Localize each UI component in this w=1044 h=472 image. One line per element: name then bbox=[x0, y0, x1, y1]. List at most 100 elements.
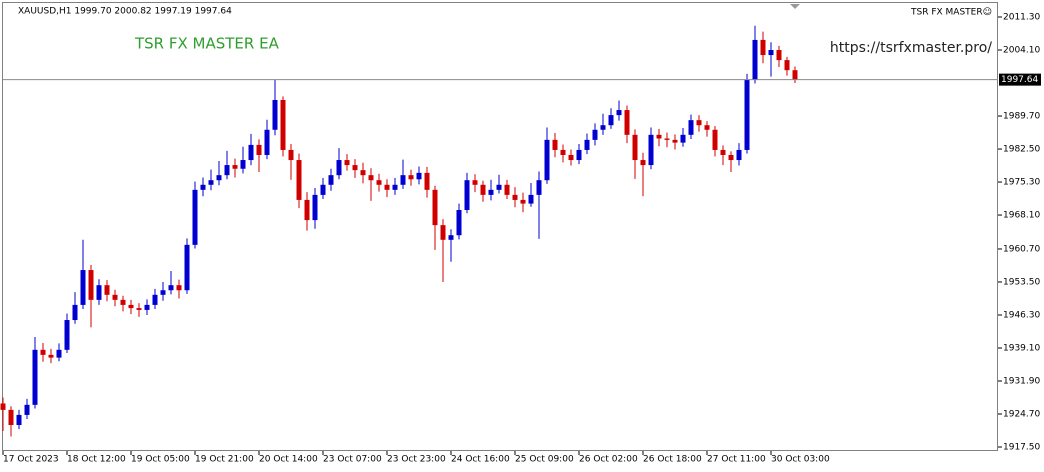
y-tick-label: 1989.70 bbox=[1003, 112, 1040, 122]
candle-body bbox=[360, 170, 366, 176]
candle-body bbox=[400, 175, 406, 185]
candle-body bbox=[280, 99, 286, 150]
y-tick-label: 1939.10 bbox=[1003, 343, 1040, 353]
candle-body bbox=[392, 184, 398, 190]
candle-body bbox=[496, 184, 502, 190]
candle-body bbox=[416, 172, 422, 180]
y-tick-label: 1982.50 bbox=[1003, 145, 1040, 155]
candle-body bbox=[536, 180, 542, 195]
candle-body bbox=[512, 194, 518, 200]
candle-body bbox=[304, 199, 310, 221]
x-tick-label: 27 Oct 11:00 bbox=[707, 455, 766, 465]
candle-body bbox=[8, 409, 14, 426]
candle-body bbox=[592, 129, 598, 140]
candle-body bbox=[296, 160, 302, 200]
candle-body bbox=[376, 180, 382, 185]
candle-body bbox=[752, 39, 758, 80]
candle-body bbox=[16, 414, 22, 426]
candle-body bbox=[312, 194, 318, 221]
candle-body bbox=[176, 285, 182, 291]
candle-body bbox=[352, 165, 358, 171]
candle-body bbox=[112, 294, 118, 300]
candle-body bbox=[528, 194, 534, 204]
candle-body bbox=[704, 125, 710, 130]
candle-body bbox=[784, 60, 790, 71]
candle-body bbox=[688, 120, 694, 135]
candle-body bbox=[408, 175, 414, 180]
y-tick-label: 1975.30 bbox=[1003, 178, 1040, 188]
candle-body bbox=[40, 349, 46, 355]
y-tick-label: 1960.70 bbox=[1003, 244, 1040, 254]
candle-body bbox=[208, 180, 214, 185]
candle-body bbox=[248, 144, 254, 161]
candle-body bbox=[472, 180, 478, 185]
candle-body bbox=[432, 189, 438, 226]
candle-body bbox=[544, 139, 550, 181]
symbol-info: XAUUSD,H1 1999.70 2000.82 1997.19 1997.6… bbox=[18, 7, 232, 17]
plot-frame bbox=[2, 2, 998, 451]
candle-body bbox=[152, 294, 158, 305]
candle-body bbox=[520, 199, 526, 204]
candle-body bbox=[232, 165, 238, 169]
y-tick-label: 1953.50 bbox=[1003, 277, 1040, 287]
candle-body bbox=[96, 285, 102, 300]
watermark: TSR FX MASTER EA bbox=[134, 35, 280, 53]
candle-body bbox=[464, 180, 470, 211]
candle-body bbox=[88, 270, 94, 300]
y-tick-label: 1924.70 bbox=[1003, 410, 1040, 420]
candle-body bbox=[104, 285, 110, 295]
candle-body bbox=[192, 189, 198, 245]
candle-body bbox=[672, 139, 678, 143]
candle-body bbox=[336, 160, 342, 176]
x-tick-label: 25 Oct 09:00 bbox=[515, 455, 574, 465]
candle-body bbox=[120, 299, 126, 305]
shift-marker bbox=[790, 4, 800, 9]
candle-body bbox=[136, 308, 142, 310]
url: https://tsrfxmaster.pro/ bbox=[830, 40, 992, 56]
candle-body bbox=[632, 134, 638, 161]
candle-body bbox=[56, 349, 62, 358]
candle-body bbox=[728, 154, 734, 161]
y-tick-label: 1968.10 bbox=[1003, 211, 1040, 221]
candle-body bbox=[480, 184, 486, 195]
candle-body bbox=[720, 149, 726, 155]
x-tick-label: 30 Oct 03:00 bbox=[771, 455, 830, 465]
candle-body bbox=[792, 70, 798, 80]
candle-body bbox=[560, 149, 566, 155]
candle-body bbox=[552, 139, 558, 150]
candle-body bbox=[768, 50, 774, 56]
candle-body bbox=[384, 184, 390, 190]
candle-body bbox=[656, 134, 662, 139]
candle-body bbox=[72, 304, 78, 321]
candle-body bbox=[424, 172, 430, 190]
candle-body bbox=[216, 175, 222, 181]
candle-body bbox=[200, 184, 206, 190]
candle-body bbox=[0, 403, 6, 410]
candle-body bbox=[648, 134, 654, 166]
candle-body bbox=[640, 160, 646, 166]
candle-body bbox=[448, 235, 454, 240]
candle-body bbox=[168, 285, 174, 291]
candle-body bbox=[600, 125, 606, 130]
y-tick-label: 1917.50 bbox=[1003, 443, 1040, 453]
candle-body bbox=[696, 120, 702, 126]
candle-body bbox=[328, 175, 334, 185]
candle-body bbox=[80, 270, 86, 305]
candle-body bbox=[320, 184, 326, 195]
candle-body bbox=[344, 160, 350, 166]
candle-body bbox=[24, 404, 30, 415]
candle-body bbox=[712, 129, 718, 150]
x-tick-label: 17 Oct 2023 bbox=[3, 455, 59, 465]
candle-body bbox=[288, 149, 294, 161]
x-tick-label: 24 Oct 16:00 bbox=[451, 455, 510, 465]
y-tick-label: 2004.10 bbox=[1003, 46, 1040, 56]
x-tick-label: 26 Oct 18:00 bbox=[643, 455, 702, 465]
x-tick-label: 26 Oct 02:00 bbox=[579, 455, 638, 465]
x-tick-label: 23 Oct 07:00 bbox=[323, 455, 382, 465]
x-tick-label: 20 Oct 14:00 bbox=[259, 455, 318, 465]
candle-body bbox=[144, 304, 150, 310]
candle-body bbox=[32, 349, 38, 405]
candle-body bbox=[680, 134, 686, 143]
